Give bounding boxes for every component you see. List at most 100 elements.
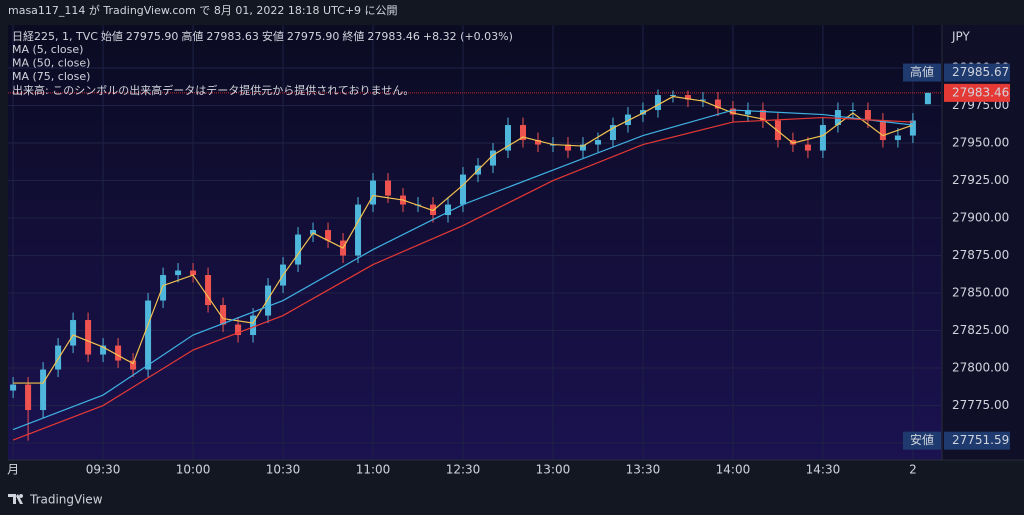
price-box-name-text: 高値 xyxy=(910,64,934,79)
ma-line xyxy=(12,116,913,441)
candle-body xyxy=(894,135,901,141)
candle-body xyxy=(250,315,257,336)
candle-body xyxy=(564,144,571,151)
y-tick-label: 27775.00 xyxy=(952,398,1009,412)
candle-body xyxy=(55,345,62,370)
candle-body xyxy=(460,174,467,205)
candle-body xyxy=(804,144,811,151)
price-box-name xyxy=(903,431,941,450)
x-tick-label: 13:00 xyxy=(536,463,571,477)
x-tick-label: 14:00 xyxy=(716,463,751,477)
candle-body xyxy=(609,125,616,141)
candle-body xyxy=(669,95,676,97)
candle-body xyxy=(519,125,526,141)
candle-body xyxy=(864,110,871,121)
candle-body xyxy=(385,180,392,196)
y-tick-label: 27925.00 xyxy=(952,173,1009,187)
price-box xyxy=(944,83,1010,102)
x-tick-label: 月 xyxy=(7,463,19,477)
candle-body xyxy=(684,95,691,100)
legend-ohlc-value: 27975.90 xyxy=(126,30,179,43)
candle-body xyxy=(639,110,646,115)
y-tick-label: 27875.00 xyxy=(952,248,1009,262)
candle-body xyxy=(924,92,931,105)
candle-body xyxy=(220,305,227,325)
legend-entry: MA (50, close) xyxy=(12,57,90,70)
candle-body xyxy=(205,275,212,306)
publish-info: masa117_114 が TradingView.com で 8月 01, 2… xyxy=(8,3,398,17)
candle-body xyxy=(235,324,242,336)
candle-body xyxy=(115,345,122,361)
candle-body xyxy=(624,114,631,126)
y-tick-label: 27825.00 xyxy=(952,323,1009,337)
x-tick-label: 09:30 xyxy=(86,463,121,477)
candle-body xyxy=(744,110,751,115)
x-tick-label: 10:30 xyxy=(266,463,301,477)
plot-area xyxy=(8,25,942,460)
y-tick-label: 27950.00 xyxy=(952,136,1009,150)
candle-body xyxy=(325,230,332,241)
candle-body xyxy=(654,95,661,111)
price-box xyxy=(944,63,1010,82)
candle-body xyxy=(699,99,706,101)
candle-body xyxy=(445,204,452,216)
candle-body xyxy=(295,234,302,265)
legend-ohlc-value: 27983.63 xyxy=(206,30,259,43)
ma-line xyxy=(13,95,914,384)
footer-brand: TradingView xyxy=(29,493,103,507)
legend-ohlc-label: 高値 xyxy=(181,29,203,43)
candle-body xyxy=(70,320,77,346)
candle-body xyxy=(145,300,152,370)
candle-body xyxy=(729,108,736,115)
candle-body xyxy=(579,144,586,151)
price-box-text: 27983.46 xyxy=(952,85,1009,99)
legend-ohlc-value: 27975.90 xyxy=(287,30,340,43)
candle-body xyxy=(909,120,916,136)
candle-body xyxy=(85,320,92,355)
price-box-text: 27985.67 xyxy=(952,65,1009,79)
candle-body xyxy=(489,150,496,166)
x-tick-label: 2 xyxy=(909,463,917,477)
legend-ohlc-label: 始値 xyxy=(101,29,123,43)
legend-entry: MA (5, close) xyxy=(12,43,83,56)
candle-body xyxy=(175,270,182,276)
legend-symbol: 日経225, 1, TVC xyxy=(12,30,98,43)
candle-body xyxy=(714,99,721,109)
legend-ohlc-label: 終値 xyxy=(342,29,364,43)
legend-ohlc-value: 27983.46 xyxy=(367,30,420,43)
legend-ohlc-label: 安値 xyxy=(262,29,284,43)
candle-body xyxy=(25,384,32,411)
footer-logo xyxy=(8,494,24,504)
candle-body xyxy=(355,204,362,256)
candle-body xyxy=(265,285,272,316)
candle-body xyxy=(130,360,137,370)
candle-body xyxy=(879,120,886,141)
x-tick-label: 11:00 xyxy=(356,463,391,477)
candle-body xyxy=(534,140,541,145)
currency: JPY xyxy=(951,30,971,44)
legend-entry: MA (75, close) xyxy=(12,70,90,83)
candle-body xyxy=(594,140,601,145)
price-box-name xyxy=(903,63,941,82)
y-tick-label: 27900.00 xyxy=(952,211,1009,225)
price-box-text: 27751.59 xyxy=(952,433,1009,447)
candle-body xyxy=(834,110,841,126)
x-tick-label: 13:30 xyxy=(626,463,661,477)
x-tick-label: 12:30 xyxy=(446,463,481,477)
volume-note: 出来高: このシンボルの出来高データはデータ提供元から提供されておりません。 xyxy=(12,83,414,97)
ma-line xyxy=(12,109,913,431)
candle-body xyxy=(370,180,377,205)
candle-body xyxy=(100,345,107,355)
candle-body xyxy=(310,230,317,235)
candle-body xyxy=(190,270,197,276)
legend-change: +8.32 (+0.03%) xyxy=(423,30,513,43)
candle-body xyxy=(849,110,856,112)
candle-body xyxy=(819,125,826,151)
plot xyxy=(8,25,942,460)
y-tick-label: 27800.00 xyxy=(952,361,1009,375)
y-tick-label: 27850.00 xyxy=(952,286,1009,300)
candle-body xyxy=(40,369,47,411)
price-box xyxy=(944,431,1010,450)
